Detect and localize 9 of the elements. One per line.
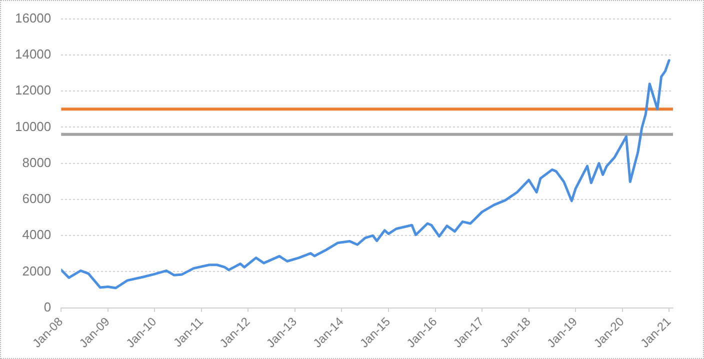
y-tick-label: 6000 [22,191,52,206]
y-tick-label: 10000 [14,118,52,134]
y-tick-label: 14000 [14,46,52,62]
y-tick-label: 2000 [22,263,52,278]
y-tick-label: 0 [44,299,52,314]
y-tick-label: 8000 [22,154,52,170]
y-tick-label: 12000 [14,82,52,98]
y-tick-label: 4000 [22,227,52,242]
y-tick-label: 16000 [14,10,52,26]
